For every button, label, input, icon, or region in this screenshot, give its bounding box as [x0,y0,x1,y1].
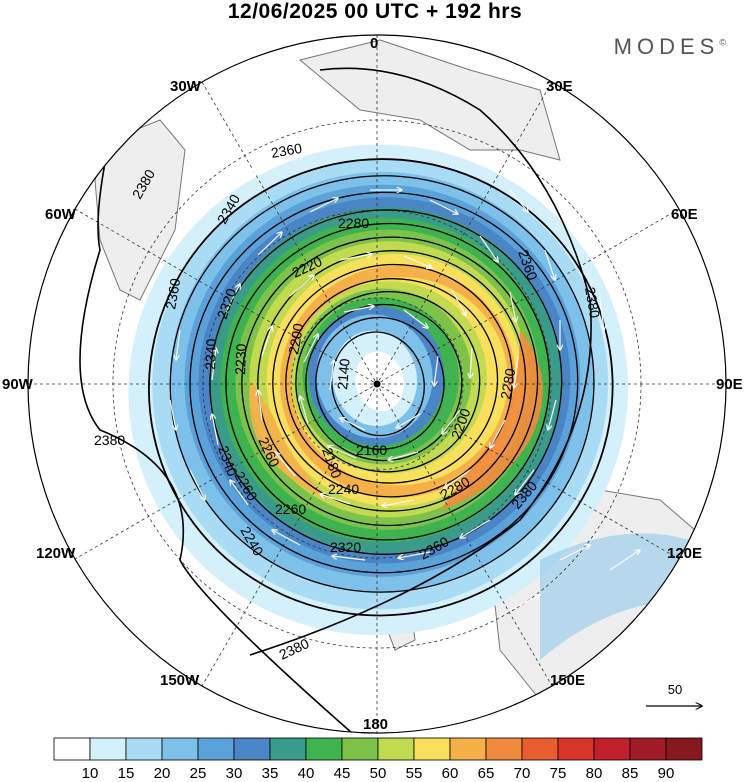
lon-label-120e: 120E [667,545,703,562]
contour-label: 2140 [334,358,353,391]
colorbar-label: 90 [658,765,675,782]
contour-label: 2230 [232,343,249,375]
africa-landmass [298,39,561,161]
contour-label: 2380 [94,432,125,448]
colorbar-swatch [665,737,703,761]
colorbar-swatch [557,737,595,761]
colorbar-label: 85 [622,765,639,782]
colorbar-label: 40 [298,765,315,782]
colorbar-swatch [305,737,343,761]
colorbar-label: 30 [226,765,243,782]
colorbar-swatch [341,737,379,761]
colorbar-label: 10 [82,765,99,782]
colorbar-label: 60 [442,765,459,782]
contour-label: 2240 [328,481,359,497]
colorbar-label: 65 [478,765,495,782]
south-america-landmass [94,119,186,301]
lon-label-90e: 90E [716,376,743,393]
colorbar-label: 35 [262,765,279,782]
colorbar-swatch [233,737,271,761]
australia-shading [540,533,690,660]
wind-reference: 50 [646,682,702,706]
colorbar-swatch [377,737,415,761]
colorbar-label: 50 [370,765,387,782]
contour-label: 2320 [330,539,361,555]
brand-name: MODES [613,34,720,59]
map-boundary [27,34,727,734]
colorbar-label: 15 [118,765,135,782]
brand-mark: © [719,37,726,48]
lon-label-60e: 60E [671,206,698,223]
colorbar-label: 80 [586,765,603,782]
lon-label-180: 180 [363,716,389,733]
lon-label-30w: 30W [170,78,201,95]
colorbar-swatch [53,737,91,761]
map-title: 12/06/2025 00 UTC + 192 hrs [227,0,523,23]
lon-label-150e: 150E [550,672,586,689]
lon-label-90w: 90W [2,376,33,393]
colorbar-label: 45 [334,765,351,782]
contour-label: 2340 [202,338,219,370]
colorbar-label: 55 [406,765,423,782]
colorbar-swatch [197,737,235,761]
colorbar-swatch [629,737,667,761]
colorbar-swatch [521,737,559,761]
lon-label-120w: 120W [36,545,76,562]
colorbar-label: 25 [190,765,207,782]
colorbar-swatch [485,737,523,761]
jet-core-shading [249,330,690,660]
colorbar-swatch [269,737,307,761]
colorbar-swatch [125,737,163,761]
colorbar-swatch [413,737,451,761]
colorbar: 10 15 20 25 30 35 40 45 50 55 60 65 70 75 80 85 90 [53,737,703,782]
contour-label: 2380 [582,286,603,320]
wind-vectors [169,128,640,611]
colorbar-label: 75 [550,765,567,782]
lon-label-0: 0 [370,35,379,52]
contour-label: 2360 [270,140,304,161]
brand-logo: MODES© [614,34,726,60]
lon-label-150w: 150W [160,672,200,689]
colorbar-swatch [449,737,487,761]
colorbar-swatch [593,737,631,761]
colorbar-label: 70 [514,765,531,782]
colorbar-swatch [161,737,199,761]
contour-label: 2260 [275,501,306,517]
colorbar-swatch [89,737,127,761]
map-disk: 2360 2380 2360 2340 2280 2220 2320 2360 … [28,35,726,733]
contour-label: 2200 [285,322,306,356]
wind-reference-value: 50 [668,682,682,697]
south-pole-marker [373,380,381,388]
contour-label: 2360 [162,277,183,311]
contour-label: 2280 [497,367,518,401]
lon-label-60w: 60W [45,206,76,223]
lon-label-30e: 30E [546,78,573,95]
geopotential-contours [79,59,614,733]
colorbar-label: 20 [154,765,171,782]
contour-label: 2280 [338,215,369,231]
contour-label: 2160 [356,442,387,458]
